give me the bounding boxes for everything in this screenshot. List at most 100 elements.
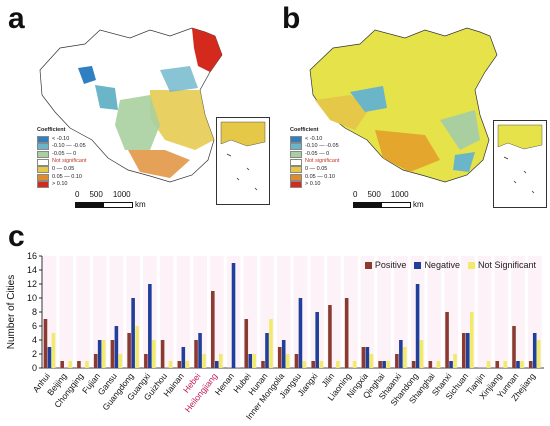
bar-positive (395, 354, 399, 368)
scale-tick-500: 500 (89, 190, 103, 199)
category-highlight (360, 256, 375, 368)
bar-positive (277, 347, 282, 368)
region-northeast-a (192, 28, 222, 72)
bar-not-significant (168, 361, 173, 368)
legend-item: > 0.10 (290, 181, 340, 189)
bar-positive (43, 319, 48, 368)
bar-positive (261, 361, 265, 368)
bar-not-significant (68, 361, 72, 368)
legend-swatch (37, 135, 49, 143)
bar-negative (465, 333, 470, 368)
bar-positive (462, 333, 466, 368)
south-china-sea-inset-b (493, 120, 547, 208)
legend-swatch (290, 181, 302, 189)
bar-positive (378, 361, 382, 368)
bar-negative (315, 312, 319, 368)
bar-negative (114, 326, 119, 368)
scale-bar-graphic (75, 201, 133, 208)
legend-swatch (290, 166, 302, 174)
chart-legend-label: Negative (424, 260, 460, 270)
bar-positive (177, 361, 182, 368)
y-tick-label: 2 (32, 349, 37, 359)
region-east-b (440, 110, 480, 150)
map-legend-a: Coefficient < -0.10 -0.10 — -0.05 -0.05 — … (37, 127, 87, 189)
y-tick-label: 10 (27, 293, 37, 303)
scale-tick-1000: 1000 (112, 190, 131, 199)
y-tick-label: 6 (32, 321, 37, 331)
category-highlight (176, 256, 191, 368)
south-china-sea-inset-a (216, 117, 270, 205)
chart-legend-swatch (467, 261, 475, 269)
bar-not-significant (352, 361, 357, 368)
legend-title: Coefficient (290, 127, 319, 133)
bar-negative (198, 333, 202, 368)
bar-negative (365, 347, 370, 368)
legend-label: 0 — 0.05 (305, 165, 328, 172)
bar-not-significant (85, 361, 89, 368)
bar-positive (495, 361, 500, 368)
region-central-a (115, 95, 160, 150)
bar-positive (144, 354, 148, 368)
map-panel-a: Coefficient < -0.10 -0.10 — -0.05 -0.05 — … (0, 0, 275, 220)
legend-label: Not significant (52, 158, 87, 165)
bar-not-significant (503, 361, 508, 368)
legend-label: -0.05 — 0 (305, 150, 330, 157)
legend-swatch (290, 158, 302, 166)
legend-label: 0.05 — 0.10 (305, 173, 335, 180)
category-highlight (76, 256, 90, 368)
bar-negative (399, 340, 403, 368)
bar-not-significant (152, 340, 156, 368)
legend-item: 0 — 0.05 (37, 166, 87, 174)
legend-swatch (290, 173, 302, 181)
bar-negative (231, 263, 236, 368)
map-legend-b: Coefficient < -0.10 -0.10 — -0.05 -0.05 — … (290, 127, 340, 189)
legend-swatch (290, 135, 302, 143)
bar-not-significant (486, 361, 491, 368)
bar-not-significant (285, 354, 290, 368)
legend-label: > 0.10 (305, 181, 321, 188)
bar-negative (97, 340, 102, 368)
bar-not-significant (202, 354, 206, 368)
bar-not-significant (536, 340, 541, 368)
legend-item: -0.05 — 0 (37, 150, 87, 159)
legend-items-a: < -0.10 -0.10 — -0.05 -0.05 — 0 Not signifi… (37, 135, 87, 189)
region-south-b (375, 130, 440, 172)
bar-positive (445, 312, 449, 368)
bar-negative (449, 361, 453, 368)
region-qinghai-b (350, 86, 387, 112)
bar-not-significant (436, 361, 441, 368)
y-tick-label: 4 (32, 335, 37, 345)
x-tick-label: Henan (213, 371, 236, 397)
category-highlight (477, 256, 492, 368)
bar-not-significant (51, 333, 56, 368)
panel-label-c: c (8, 220, 25, 253)
legend-swatch (290, 150, 302, 158)
bar-positive (93, 354, 98, 368)
legend-swatch (37, 143, 49, 151)
category-highlight (427, 256, 442, 368)
scalebar-a: 0 500 1000 km (75, 190, 146, 209)
y-tick-label: 14 (27, 265, 37, 275)
y-tick-label: 16 (27, 251, 37, 261)
bar-positive (528, 361, 533, 368)
bar-positive (294, 354, 299, 368)
inset-map-a (220, 121, 266, 191)
inset-map-b (497, 124, 543, 194)
legend-item: > 0.10 (37, 181, 87, 189)
bar-positive (160, 340, 165, 368)
scalebar-b: 0 500 1000 km (353, 190, 424, 209)
bar-not-significant (419, 340, 424, 368)
bar-not-significant (369, 354, 374, 368)
legend-label: -0.10 — -0.05 (52, 143, 86, 150)
y-tick-label: 0 (32, 363, 37, 373)
bar-not-significant (386, 361, 390, 368)
china-outline-b (309, 27, 498, 183)
bar-positive (194, 340, 198, 368)
chart-legend-item: Negative (414, 260, 460, 270)
legend-swatch (37, 150, 49, 158)
legend-swatch (290, 143, 302, 151)
category-highlight (276, 256, 291, 368)
bar-negative (47, 347, 52, 368)
bar-negative (382, 361, 386, 368)
